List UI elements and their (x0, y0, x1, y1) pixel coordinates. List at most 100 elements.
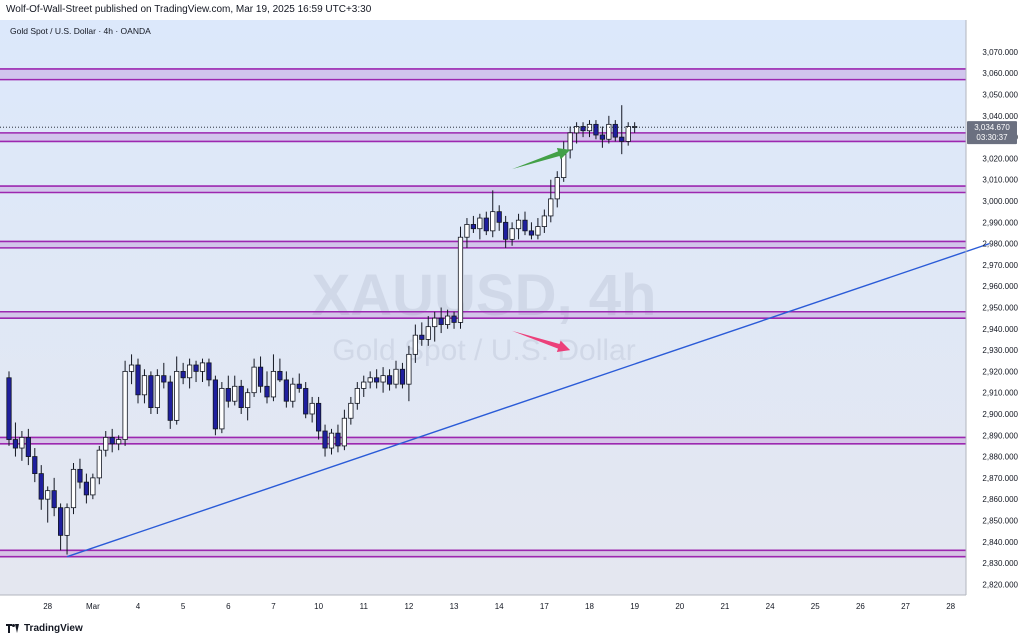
time-tick-label: 24 (766, 602, 775, 611)
price-tick-label: 2,870.000 (982, 474, 1018, 483)
time-tick-label: 17 (540, 602, 549, 611)
candle-61 (399, 362, 406, 389)
candle-91 (593, 120, 599, 140)
candle-body (51, 490, 57, 509)
candle-54 (354, 382, 360, 410)
tradingview-logo[interactable]: TradingView (6, 623, 83, 634)
candles-layer (6, 105, 638, 555)
candle-1 (12, 422, 19, 457)
candle-21 (141, 369, 148, 404)
candle-body (412, 334, 418, 355)
candle-69 (451, 311, 457, 329)
candle-body (599, 134, 606, 140)
chart-frame[interactable]: XAUUSD, 4h Gold Spot / U.S. Dollar 3,070… (0, 20, 1024, 615)
candle-41 (270, 354, 277, 402)
candle-body (128, 364, 135, 372)
candle-15 (103, 431, 109, 457)
price-tick-label: 2,890.000 (982, 431, 1018, 440)
candle-62 (406, 345, 412, 402)
candle-body (290, 383, 296, 402)
candle-9 (64, 503, 70, 555)
price-tick-label: 2,860.000 (982, 495, 1018, 504)
price-tick-label: 3,010.000 (982, 176, 1018, 185)
candle-body (193, 364, 199, 372)
candle-33 (219, 382, 225, 434)
candle-28 (186, 358, 193, 389)
candle-53 (348, 396, 354, 425)
candle-body (322, 430, 328, 449)
candle-body (264, 385, 270, 398)
watermark-name: Gold Spot / U.S. Dollar (332, 334, 635, 367)
candle-17 (116, 435, 122, 451)
zone-band-2 (0, 186, 966, 193)
tradingview-brand: TradingView (24, 623, 83, 634)
candle-body (148, 375, 154, 408)
candle-56 (367, 371, 373, 389)
price-tick-label: 2,980.000 (982, 240, 1018, 249)
candle-body (374, 377, 380, 383)
candle-85 (554, 171, 560, 208)
tradingview-logo-icon (6, 624, 20, 633)
time-tick-label: 12 (404, 602, 413, 611)
candle-6 (45, 486, 51, 523)
candle-89 (580, 122, 586, 138)
candle-body (393, 368, 399, 385)
candle-body (225, 388, 231, 402)
candle-body (580, 126, 586, 132)
candle-body (348, 402, 354, 419)
candle-18 (122, 360, 128, 446)
candle-14 (96, 445, 102, 485)
price-axis[interactable]: 3,070.0003,060.0003,050.0003,040.0003,03… (982, 48, 1018, 589)
watermark-symbol: XAUUSD, 4h (312, 263, 657, 328)
time-tick-label: 28 (43, 602, 52, 611)
candle-57 (374, 369, 380, 389)
candle-body (135, 364, 141, 396)
candlestick-chart[interactable]: XAUUSD, 4h Gold Spot / U.S. Dollar 3,070… (0, 20, 1024, 615)
price-tick-label: 2,900.000 (982, 410, 1018, 419)
price-tick-label: 3,070.000 (982, 48, 1018, 57)
candle-body (386, 375, 393, 385)
candle-80 (522, 211, 528, 236)
time-axis[interactable]: 28 Mar 4 5 6 7 10 11 12 13 14 17 18 19 20 21 24 25 26 27 28 (43, 602, 955, 611)
candle-body (174, 370, 180, 421)
price-tick-label: 2,940.000 (982, 325, 1018, 334)
time-tick-label: 26 (856, 602, 865, 611)
candle-2 (19, 431, 25, 461)
candle-body (490, 211, 496, 232)
time-tick-label: 28 (946, 602, 955, 611)
candle-body (470, 224, 477, 230)
candle-body (19, 437, 25, 449)
candle-58 (380, 367, 386, 393)
time-tick-label: 10 (314, 602, 323, 611)
price-tick-label: 2,970.000 (982, 261, 1018, 270)
candle-body (496, 211, 502, 223)
time-tick-label: 5 (181, 602, 186, 611)
price-tick-label: 3,000.000 (982, 197, 1018, 206)
candle-92 (599, 126, 606, 148)
candle-70 (457, 226, 464, 329)
candle-73 (477, 213, 483, 240)
candle-50 (328, 428, 335, 455)
candle-10 (70, 462, 77, 515)
candle-body (45, 490, 51, 500)
candle-71 (464, 218, 470, 248)
candle-39 (257, 356, 264, 393)
candle-44 (290, 377, 296, 408)
candle-body (109, 437, 115, 445)
price-tick-label: 2,960.000 (982, 282, 1018, 291)
candle-20 (135, 358, 141, 404)
candle-65 (425, 316, 431, 346)
candle-body (245, 392, 251, 408)
candle-77 (503, 215, 509, 248)
candle-body (251, 366, 257, 394)
zone-band-3 (0, 241, 966, 248)
candle-body (257, 366, 264, 387)
candle-72 (470, 215, 477, 233)
candle-32 (212, 375, 218, 436)
candle-body (457, 236, 464, 323)
candle-body (483, 217, 489, 232)
candle-body (509, 228, 515, 240)
price-tick-label: 2,830.000 (982, 559, 1018, 568)
price-tick-label: 2,880.000 (982, 453, 1018, 462)
price-tick-label: 2,910.000 (982, 389, 1018, 398)
